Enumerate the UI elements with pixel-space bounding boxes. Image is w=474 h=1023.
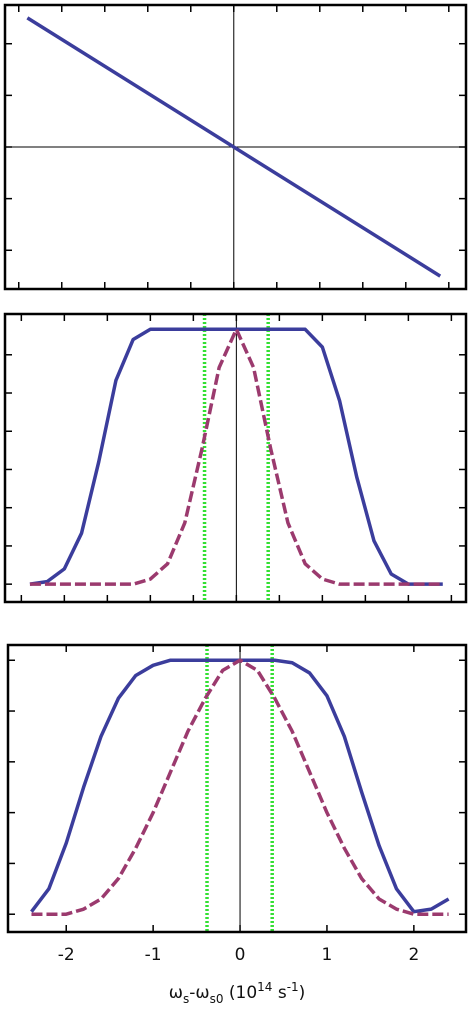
- x-tick-label: 1: [322, 945, 333, 965]
- plot-area: [5, 5, 466, 289]
- plot-area: [30, 645, 450, 932]
- x-tick-label: -2: [58, 945, 75, 965]
- dashed-line: [31, 658, 449, 916]
- x-tick-label: 0: [235, 945, 246, 965]
- x-axis-label: ωs-ωs0 (1014 s-1): [169, 980, 306, 1006]
- frame: [3, 3, 468, 291]
- x-axis-label-part: -1: [287, 980, 299, 994]
- line: [26, 16, 442, 278]
- frame: [6, 643, 468, 934]
- dashed-line: [29, 327, 443, 586]
- x-axis-label-part: (10: [223, 983, 257, 1003]
- x-tick-label: 2: [408, 945, 419, 965]
- x-axis-label-part: ): [299, 983, 306, 1003]
- x-axis-label-part: s: [183, 992, 189, 1006]
- x-axis-label-part: 14: [257, 980, 272, 994]
- x-axis-label-part: ω: [169, 983, 183, 1003]
- x-axis-label-part: -ω: [189, 983, 209, 1003]
- x-axis-label-part: s0: [210, 992, 224, 1006]
- line: [29, 327, 443, 586]
- x-axis-label-part: s: [272, 983, 286, 1003]
- x-tick-label: -1: [145, 945, 162, 965]
- frame: [3, 312, 468, 604]
- plot-area: [29, 314, 443, 602]
